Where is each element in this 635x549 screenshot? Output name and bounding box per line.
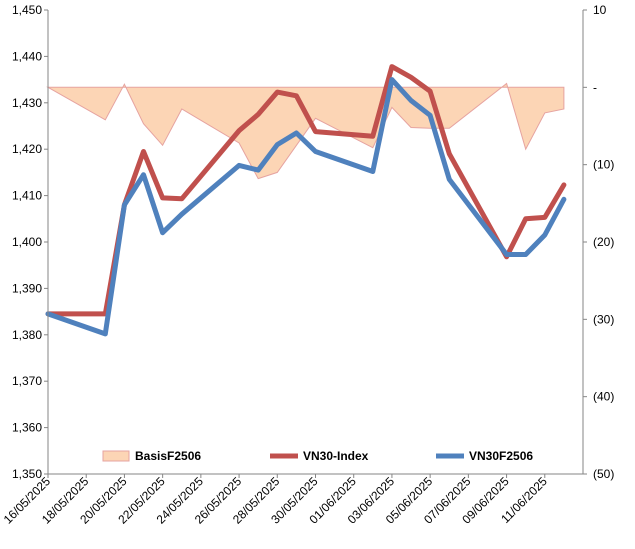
y-left-tick-label: 1,430 [12,96,42,110]
line-layer [45,64,567,337]
y-left-tick-label: 1,450 [12,3,42,17]
y-left-tick-label: 1,400 [12,235,42,249]
y-left-tick-label: 1,420 [12,142,42,156]
y-right-tick-label: (10) [593,158,614,172]
legend-label-vn30f2506: VN30F2506 [469,449,533,463]
legend-label-vn30-index: VN30-Index [303,449,369,463]
y-left-tick-label: 1,390 [12,281,42,295]
legend-label-basisf2506: BasisF2506 [135,449,201,463]
y-right-tick-label: (20) [593,235,614,249]
series-line-vn30f2506 [45,77,567,337]
y-left-tick-label: 1,350 [12,467,42,481]
y-left-tick-label: 1,380 [12,328,42,342]
y-right-tick-label: (40) [593,390,614,404]
y-right-tick-label: (50) [593,467,614,481]
y-left-tick-label: 1,360 [12,421,42,435]
legend-swatch-basisf2506 [102,450,130,462]
y-left-tick-label: 1,440 [12,49,42,63]
y-right-tick-label: - [593,80,597,94]
legend: BasisF2506 VN30-Index VN30F2506 [102,449,533,463]
y-left-tick-label: 1,370 [12,374,42,388]
y-left-tick-label: 1,410 [12,189,42,203]
y-right-tick-label: 10 [593,3,607,17]
y-right-tick-label: (30) [593,312,614,326]
